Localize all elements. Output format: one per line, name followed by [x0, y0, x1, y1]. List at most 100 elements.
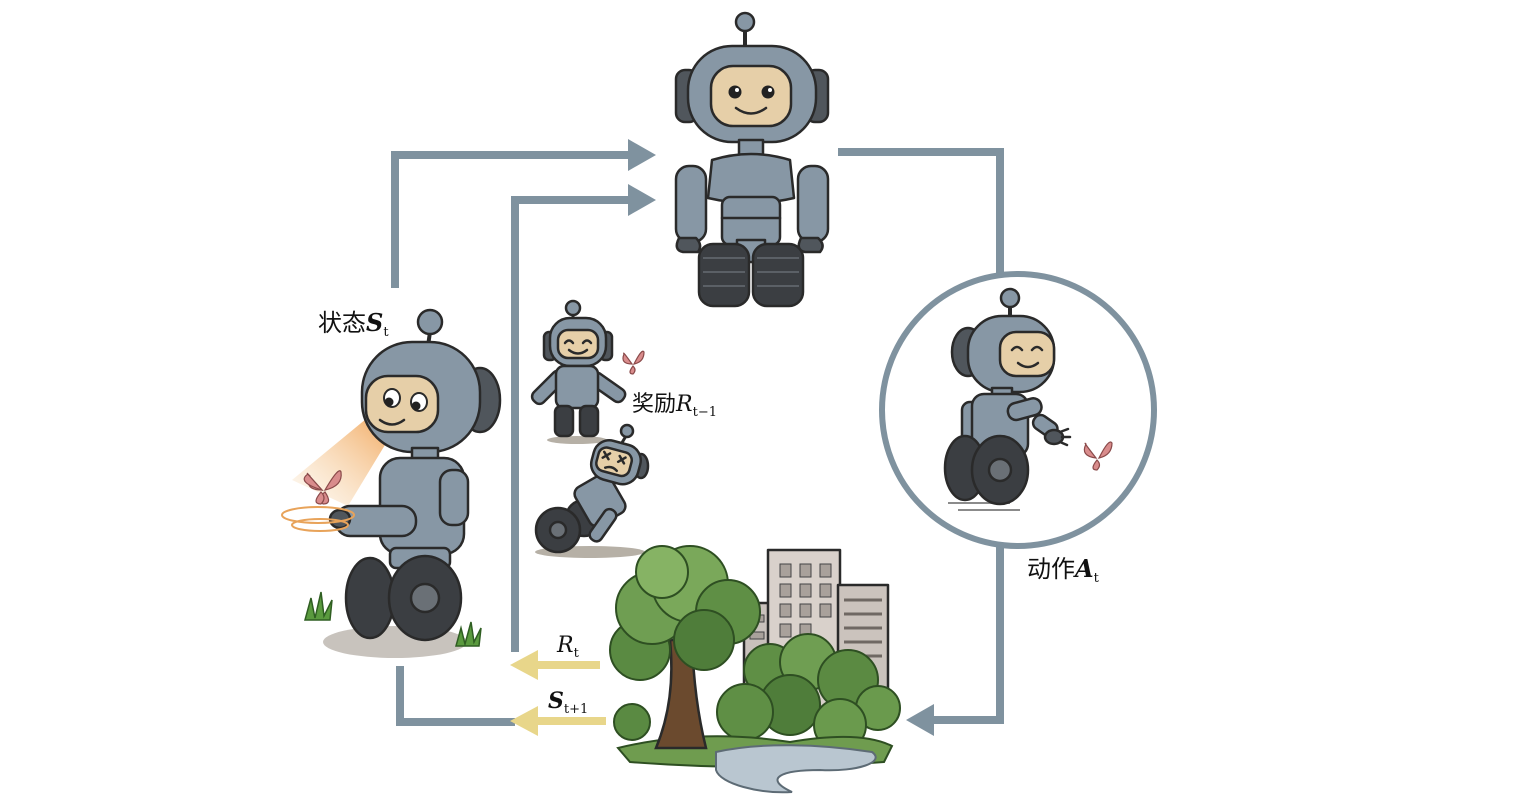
- state-label-text: 状态: [318, 309, 366, 337]
- state-subscript: t: [383, 325, 389, 340]
- ground-shadow: [547, 436, 607, 444]
- window: [779, 623, 792, 638]
- action-subscript: t: [1094, 571, 1100, 586]
- window: [819, 583, 832, 598]
- action-circle: [879, 271, 1157, 549]
- left-wheel: [553, 404, 575, 438]
- antenna-ball: [619, 423, 635, 439]
- closed-eyes: [563, 339, 593, 345]
- left-pupil: [384, 397, 394, 407]
- right-eye: [761, 85, 775, 99]
- reward-arrow-head: [510, 650, 538, 680]
- butterfly: [622, 350, 645, 375]
- window: [779, 583, 792, 598]
- smile: [567, 348, 589, 355]
- feedback-arrows: [510, 650, 606, 736]
- window: [779, 563, 792, 578]
- grass-tuft: [455, 621, 482, 647]
- reward-symbol: R: [556, 633, 574, 658]
- reward-input-arrow-head: [628, 184, 656, 216]
- reward-previous-subscript: t−1: [693, 405, 717, 420]
- motion-lines: [948, 502, 1020, 511]
- robot-face: [998, 330, 1056, 378]
- closed-eyes: [1010, 345, 1044, 352]
- motion-ring: [291, 518, 349, 532]
- abdomen: [720, 195, 782, 247]
- next-state-subscript: t+1: [564, 702, 588, 717]
- frown: [603, 465, 619, 473]
- left-eye: [728, 85, 742, 99]
- antenna-ball: [734, 11, 756, 33]
- window: [779, 603, 792, 618]
- action-arrow-head: [906, 704, 934, 736]
- chest: [706, 152, 796, 205]
- reward-previous-text: 奖励: [632, 392, 676, 417]
- action-arrow-lower: [932, 546, 1004, 724]
- reward-subscript: t: [574, 646, 580, 661]
- left-hand: [675, 236, 702, 254]
- reward-label: Rt: [556, 633, 580, 661]
- left-arm: [674, 164, 708, 244]
- reward-previous-symbol: R: [675, 392, 693, 417]
- robot-face: [364, 374, 440, 434]
- eye-highlight: [735, 88, 739, 92]
- action-label-text: 动作: [1027, 555, 1075, 583]
- state-label: 状态St: [318, 308, 389, 340]
- state-arrow: [391, 151, 630, 288]
- action-arrow-upper: [838, 148, 1004, 274]
- building-windows: [749, 563, 832, 640]
- action-symbol: A: [1073, 554, 1094, 583]
- tree-canopy: [609, 545, 761, 741]
- right-wheel: [578, 404, 600, 438]
- window: [799, 583, 812, 598]
- next-state-label: St+1: [548, 688, 588, 717]
- antenna-ball: [999, 287, 1021, 309]
- next-state-symbol: S: [548, 688, 564, 714]
- upper-arm: [1006, 397, 1043, 422]
- motion-ring: [281, 506, 355, 524]
- shoulder: [438, 468, 470, 527]
- window: [819, 603, 832, 618]
- building-bands: [844, 598, 882, 658]
- window: [799, 603, 812, 618]
- smile: [378, 418, 406, 426]
- right-hand: [797, 236, 824, 254]
- smile: [734, 106, 768, 115]
- state-arrow-head: [628, 139, 656, 171]
- back-wheel: [344, 556, 396, 640]
- right-pupil: [411, 401, 421, 411]
- antenna-ball: [416, 308, 444, 336]
- robot-face: [709, 64, 793, 128]
- left-wheel: [697, 242, 751, 308]
- acting-robot: [943, 287, 1113, 511]
- smile: [1016, 361, 1040, 369]
- butterfly: [303, 470, 342, 505]
- state-symbol: S: [366, 308, 383, 337]
- wheel-hub: [987, 457, 1013, 483]
- right-wheel: [751, 242, 805, 308]
- arm: [588, 507, 618, 543]
- reward-previous-label: 奖励Rt−1: [632, 392, 717, 420]
- action-label: 动作At: [1027, 554, 1100, 586]
- grass-tuft: [304, 591, 333, 621]
- agent-robot: [674, 11, 830, 308]
- eye-highlight: [768, 88, 772, 92]
- next-state-return-line: [396, 666, 515, 726]
- environment: [609, 545, 901, 794]
- loop-arrows: [391, 139, 1157, 736]
- wheel-hub: [548, 520, 568, 540]
- vision-beam: [292, 414, 394, 506]
- river: [715, 744, 877, 794]
- fingers: [1058, 427, 1072, 447]
- reward-input-arrow: [511, 196, 630, 652]
- wheel-hub: [409, 582, 441, 614]
- state-robot: [281, 308, 502, 658]
- window: [819, 563, 832, 578]
- wheel-tread: [757, 257, 799, 287]
- wheel-tread: [703, 257, 745, 287]
- penalized-robot: [534, 423, 650, 558]
- bushes: [716, 633, 901, 752]
- window: [799, 563, 812, 578]
- right-arm: [796, 164, 830, 244]
